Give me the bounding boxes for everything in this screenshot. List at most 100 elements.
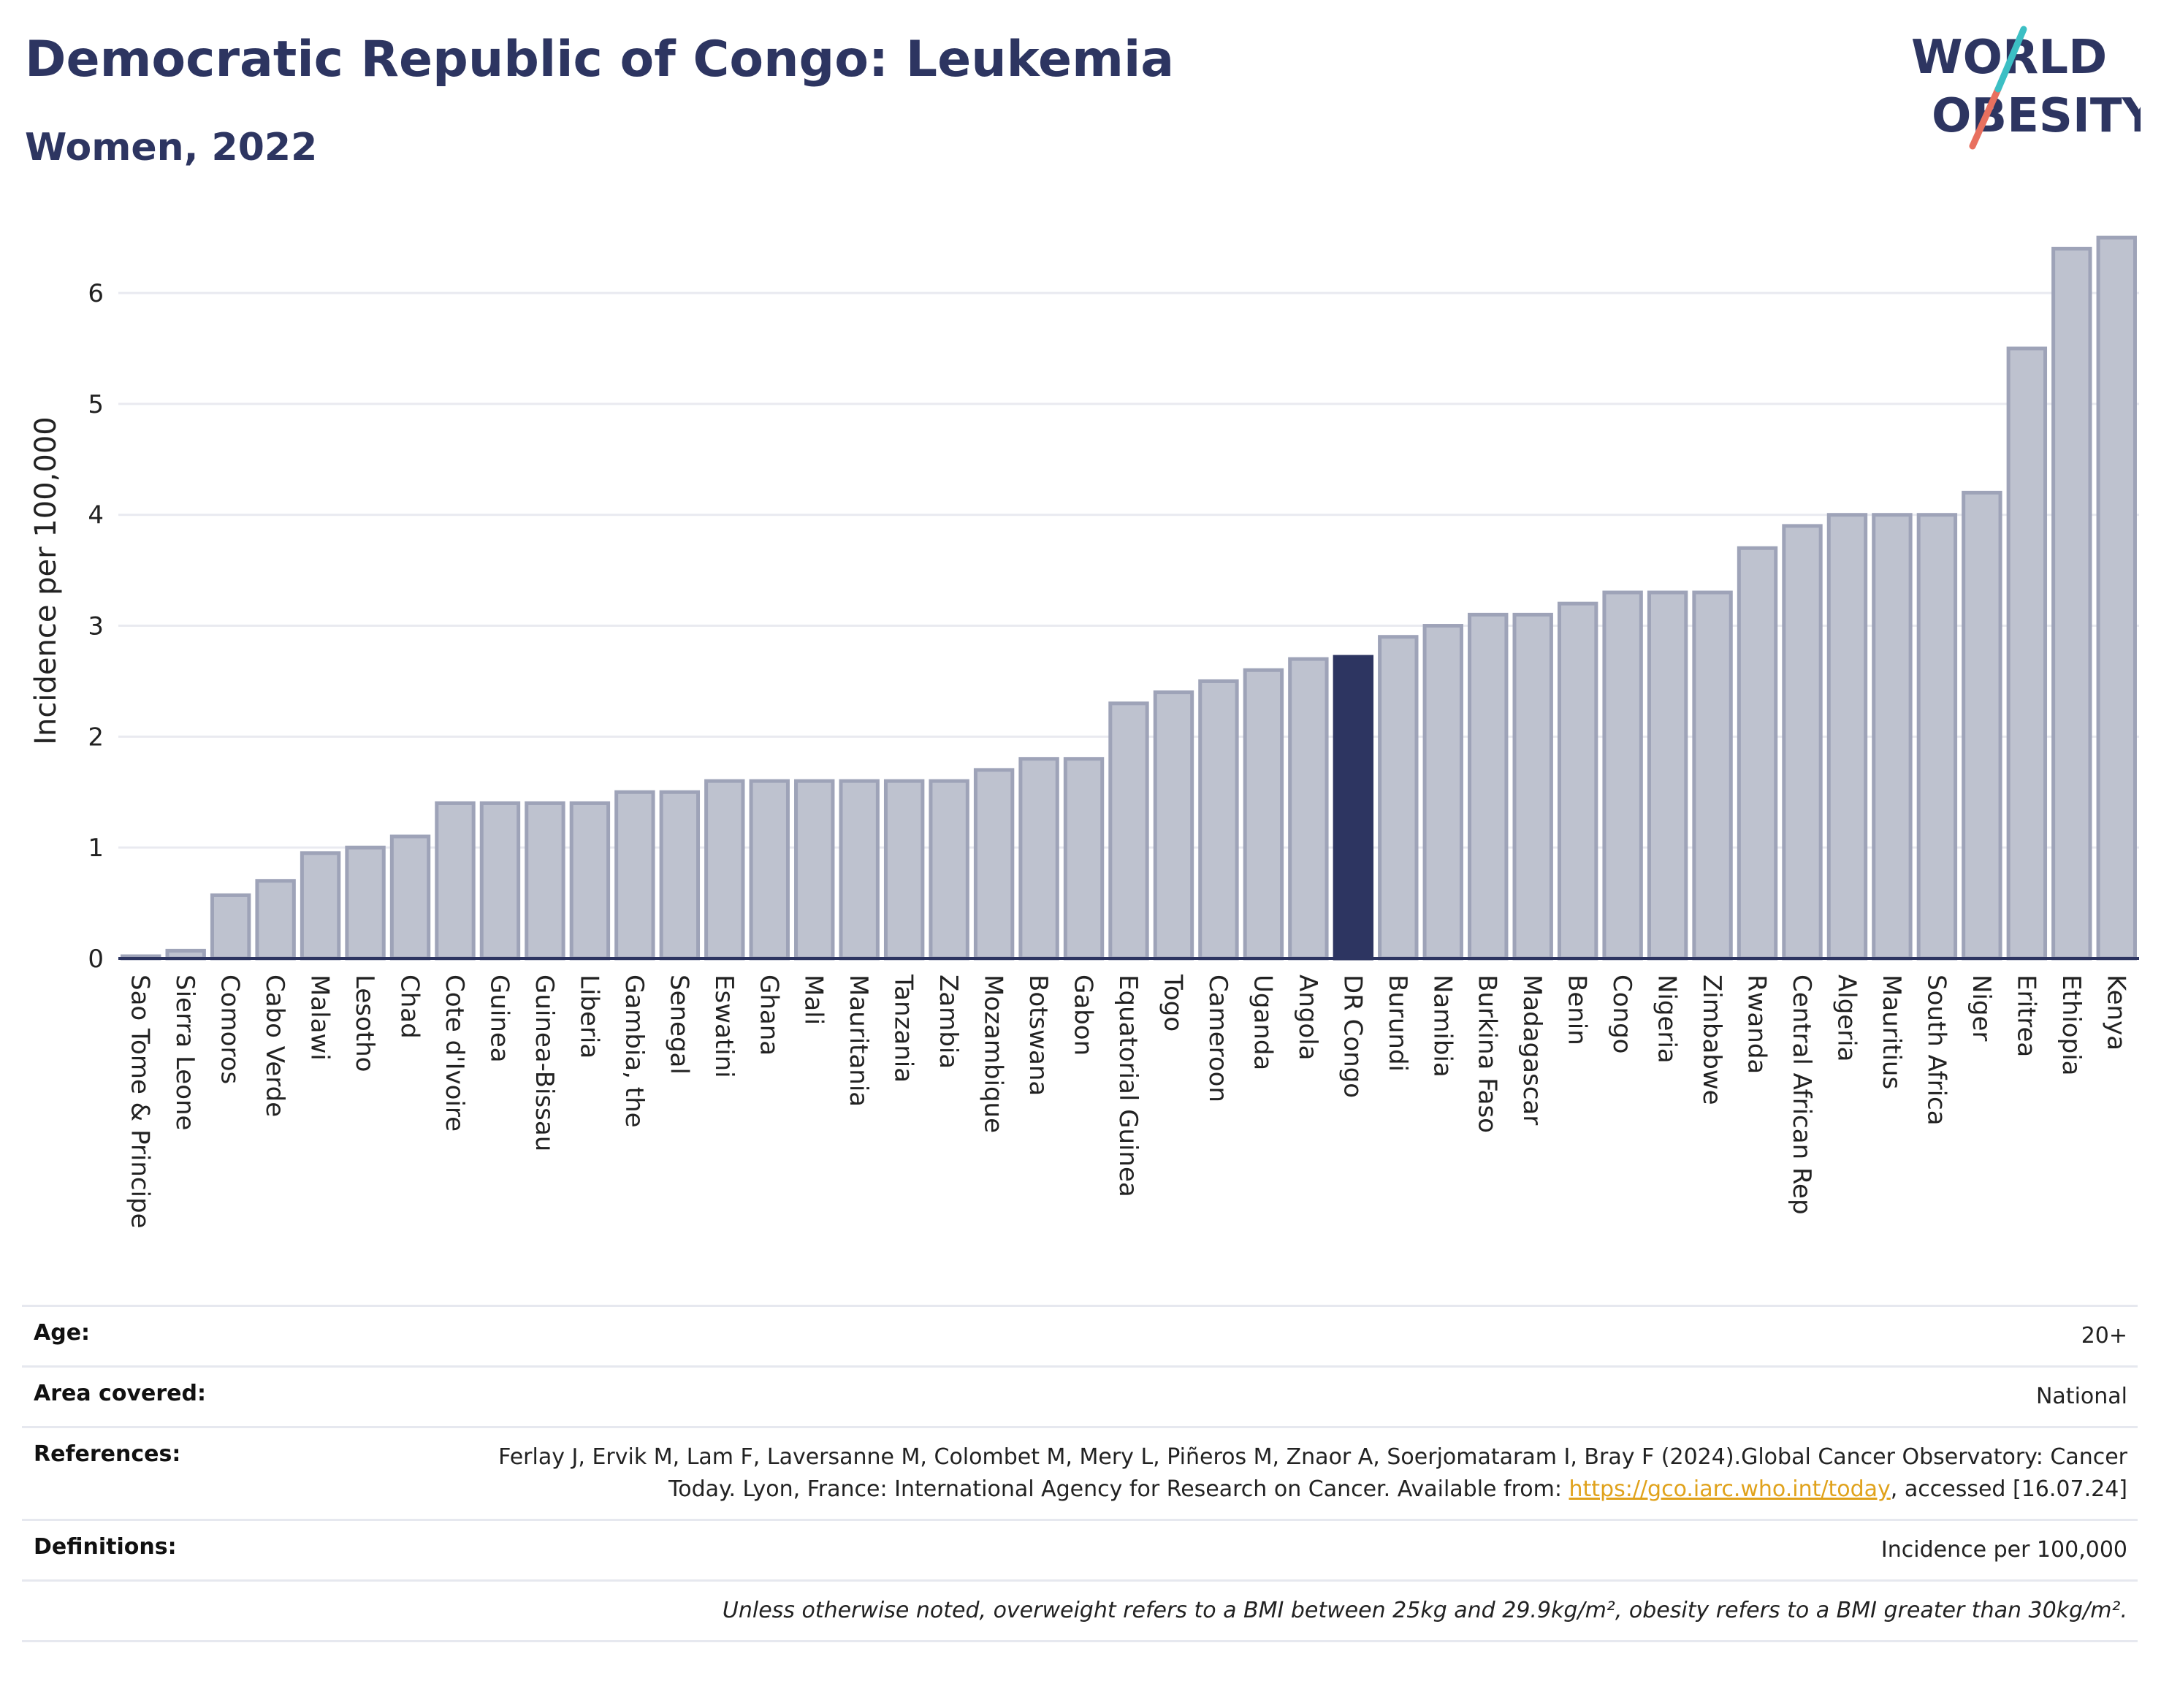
x-tick-label: Cote d'Ivoire (440, 975, 469, 1132)
bar-madagascar (1512, 612, 1553, 961)
x-tick-label: Botswana (1024, 975, 1053, 1096)
bar-zambia (929, 779, 969, 961)
x-tick-label: Angola (1293, 975, 1322, 1060)
chart-title: Democratic Republic of Congo: Leukemia (25, 31, 1175, 88)
x-tick-label: Gambia, the (620, 975, 649, 1128)
bar-ghana (749, 779, 790, 961)
y-tick-label: 2 (88, 723, 104, 752)
references-link[interactable]: https://gco.iarc.who.int/today (1569, 1476, 1891, 1502)
bar-togo (1153, 690, 1194, 961)
x-tick-label: Guinea-Bissau (530, 975, 559, 1151)
bar-comoros (210, 893, 251, 961)
x-tick-label: Equatorial Guinea (1113, 975, 1143, 1197)
x-tick-label: DR Congo (1338, 975, 1367, 1098)
bar-botswana (1018, 757, 1059, 961)
x-tick-label: Burkina Faso (1473, 975, 1502, 1133)
bars (121, 235, 2137, 961)
bar-burkina-faso (1468, 612, 1509, 961)
x-tick-label: Malawi (305, 975, 335, 1061)
bar-cote-d-ivoire (435, 801, 476, 961)
bar-guinea-bissau (525, 801, 565, 961)
x-tick-label: Togo (1158, 974, 1187, 1032)
x-tick-label: Lesotho (350, 975, 379, 1072)
y-tick-label: 4 (88, 501, 104, 530)
world-obesity-logo: WORLD OBESITY (1911, 26, 2141, 150)
bar-guinea (479, 801, 521, 961)
bar-dr-congo (1333, 655, 1374, 961)
meta-label-area: Area covered: (34, 1381, 206, 1406)
y-tick-label: 5 (88, 390, 104, 419)
x-tick-label: Mauritania (844, 975, 873, 1107)
x-tick-label: Ghana (754, 975, 783, 1056)
bar-congo (1602, 590, 1643, 961)
y-axis-label: Incidence per 100,000 (29, 416, 63, 745)
bar-burundi (1378, 635, 1419, 961)
bar-eritrea (2006, 346, 2048, 961)
x-tick-label: Tanzania (889, 974, 918, 1083)
x-tick-label: Sao Tome & Principe (126, 975, 155, 1229)
x-tick-label: Cabo Verde (260, 975, 289, 1117)
bar-gabon (1063, 757, 1105, 961)
x-category-labels: Sao Tome & Principe Sierra Leone Comoros Ca… (126, 974, 2131, 1229)
logo-slash-coral (1969, 85, 2002, 150)
chart-subtitle: Women, 2022 (25, 126, 318, 169)
meta-value-definitions: Incidence per 100,000 (1880, 1537, 2127, 1563)
x-tick-label: Mozambique (979, 975, 1008, 1133)
references-accessed: , accessed [16.07.24] (1890, 1476, 2127, 1502)
bar-kenya (2096, 235, 2137, 961)
y-tick-label: 6 (88, 279, 104, 308)
logo-word-obesity: OBESITY (1932, 89, 2141, 143)
bar-tanzania (883, 779, 925, 961)
bar-benin (1557, 601, 1598, 961)
bar-ethiopia (2051, 246, 2092, 961)
bar-algeria (1826, 513, 1868, 961)
meta-value-area: National (2035, 1384, 2127, 1409)
bar-malawi (300, 851, 341, 961)
bar-chad (389, 834, 431, 961)
bar-cabo-verde (255, 879, 296, 961)
x-tick-label: Cameroon (1203, 975, 1232, 1102)
x-tick-label: Ethiopia (2057, 975, 2086, 1075)
bar-liberia (569, 801, 611, 961)
bar-equatorial-guinea (1108, 701, 1149, 961)
bar-angola (1288, 657, 1329, 961)
x-tick-label: Algeria (1832, 975, 1861, 1061)
bar-mali (794, 779, 835, 961)
x-tick-label: Madagascar (1517, 975, 1547, 1125)
meta-value-age: 20+ (2081, 1323, 2127, 1349)
bar-chart: 0 1 2 3 4 5 6 Sao Tome & Principe Sierra Leone C… (29, 235, 2139, 1229)
x-tick-label: Kenya (2101, 975, 2130, 1051)
meta-row-age: Age: 20+ (22, 1305, 2138, 1365)
x-tick-label: Benin (1563, 975, 1592, 1045)
x-tick-label: Guinea (484, 975, 514, 1063)
x-tick-label: Chad (395, 975, 424, 1039)
x-tick-label: Niger (1967, 975, 1996, 1041)
meta-row-note: Unless otherwise noted, overweight refer… (22, 1579, 2138, 1642)
bar-gambia-the (614, 790, 655, 961)
references-text: Ferlay J, Ervik M, Lam F, Laversanne M, … (498, 1444, 2127, 1502)
y-tick-label: 1 (88, 834, 104, 863)
metadata-table: Age: 20+ Area covered: National Referenc… (22, 1305, 2138, 1642)
meta-note: Unless otherwise noted, overweight refer… (722, 1598, 2127, 1623)
bar-rwanda (1737, 546, 1778, 961)
x-tick-label: Central African Rep (1787, 975, 1816, 1215)
x-tick-label: Mali (799, 975, 828, 1025)
meta-label-age: Age: (34, 1320, 91, 1346)
x-tick-label: Gabon (1069, 975, 1098, 1056)
y-tick-labels: 0 1 2 3 4 5 6 (88, 279, 104, 974)
y-tick-label: 0 (88, 945, 104, 974)
bar-south-africa (1916, 513, 1958, 961)
x-tick-label: Zambia (934, 975, 963, 1069)
meta-row-references: References: Ferlay J, Ervik M, Lam F, La… (22, 1426, 2138, 1519)
bar-mauritius (1872, 513, 1913, 961)
x-tick-label: Nigeria (1653, 975, 1682, 1064)
bar-namibia (1422, 624, 1463, 961)
bar-lesotho (345, 845, 386, 961)
bar-eswatini (704, 779, 745, 961)
x-tick-label: Liberia (574, 975, 603, 1059)
y-tick-label: 3 (88, 612, 104, 641)
logo-slash-teal (1994, 26, 2027, 93)
bar-zimbabwe (1692, 590, 1733, 961)
x-tick-label: Namibia (1428, 975, 1457, 1078)
x-tick-label: Senegal (664, 975, 693, 1075)
